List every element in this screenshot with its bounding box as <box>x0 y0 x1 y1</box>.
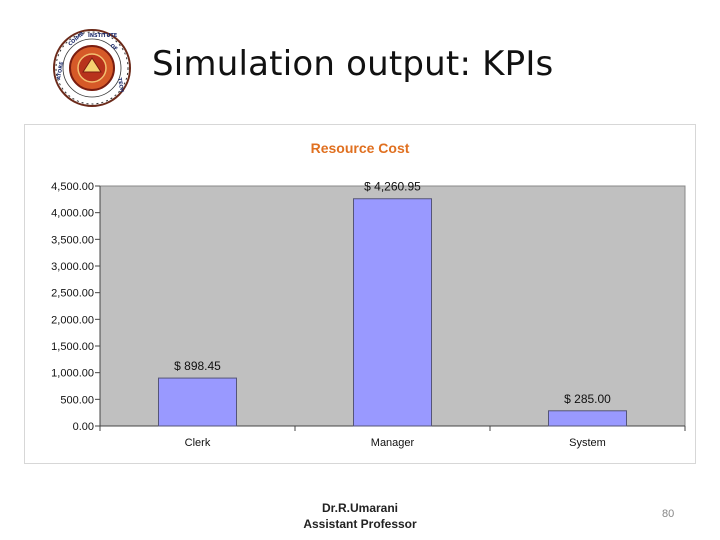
y-tick-label: 3,500.00 <box>51 234 94 246</box>
footer-role: Assistant Professor <box>303 517 417 531</box>
college-logo: COIMB INSTITUTE OF TECH ATORE <box>53 29 131 107</box>
slide-title: Simulation output: KPIs <box>152 44 554 84</box>
chart-frame: Resource Cost 0.00 500.00 1,000.00 1,500.00 2… <box>24 124 696 464</box>
svg-text:OF: OF <box>109 43 119 53</box>
bar-clerk <box>158 377 237 427</box>
resource-cost-chart: Resource Cost 0.00 500.00 1,000.00 1,500.00 2… <box>51 140 686 449</box>
y-tick-label: 3,000.00 <box>51 261 94 273</box>
y-tick-label: 4,500.00 <box>51 181 94 193</box>
y-tick-label: 500.00 <box>60 394 94 406</box>
svg-text:ATORE: ATORE <box>56 61 65 81</box>
bar-system <box>548 410 627 427</box>
bar-manager <box>353 198 432 427</box>
y-tick-label: 1,000.00 <box>51 368 94 380</box>
footer-author: Dr.R.Umarani <box>321 501 399 515</box>
x-tick-label: System <box>569 437 606 449</box>
y-tick-label: 2,000.00 <box>51 314 94 326</box>
svg-text:TECH: TECH <box>116 77 124 93</box>
data-label: $ 4,260.95 <box>364 180 421 194</box>
x-tick-label: Manager <box>371 437 415 449</box>
data-label: $ 285.00 <box>564 392 611 406</box>
data-label: $ 898.45 <box>174 359 221 373</box>
x-tick-label: Clerk <box>185 437 211 449</box>
y-tick-label: 0.00 <box>73 421 94 433</box>
y-tick-label: 2,500.00 <box>51 288 94 300</box>
chart-title: Resource Cost <box>311 140 410 156</box>
y-tick-label: 4,000.00 <box>51 208 94 220</box>
page-number: 80 <box>662 508 675 520</box>
footer: Dr.R.Umarani Assistant Professor <box>0 500 720 532</box>
svg-text:INSTITUTE: INSTITUTE <box>88 33 118 39</box>
y-tick-label: 1,500.00 <box>51 341 94 353</box>
